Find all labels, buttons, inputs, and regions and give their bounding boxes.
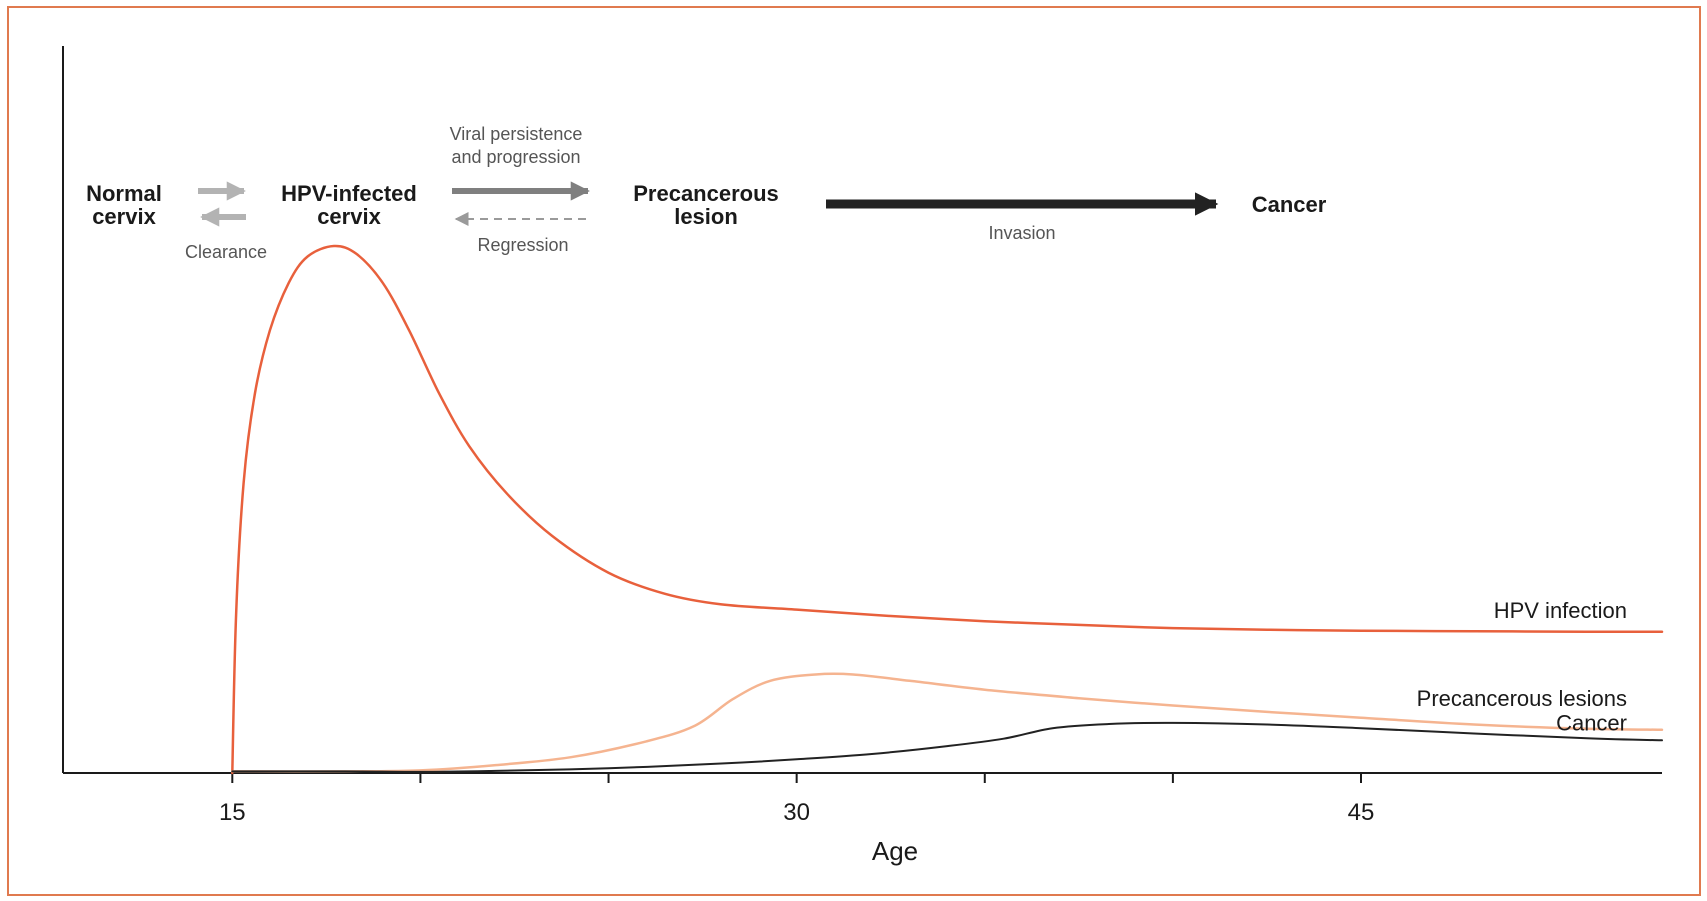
hpv-infection-line (231, 244, 1664, 775)
series-lines (231, 244, 1664, 775)
x-tick-label-30: 30 (783, 799, 810, 826)
stage-label-3-0: Cancer (1252, 192, 1327, 217)
stage-label-2-1: lesion (674, 204, 738, 229)
figure-frame (7, 6, 1701, 896)
transition-label-0-0: Clearance (185, 242, 267, 262)
stage-label-2-0: Precancerous (633, 181, 779, 206)
x-ticks: 15 30 45 (219, 773, 1374, 826)
cancer-label: Cancer (1556, 710, 1627, 735)
x-tick-label-45: 45 (1348, 799, 1375, 826)
progression-labels: NormalcervixHPV-infectedcervixPrecancero… (86, 124, 1327, 262)
progression-diagram (198, 181, 1219, 227)
transition-label-2-0: Regression (477, 235, 568, 255)
precancerous-lesions-line (231, 672, 1664, 773)
transition-label-3-0: Invasion (988, 223, 1055, 243)
axes (62, 46, 1662, 774)
precancerous-lesions-label: Precancerous lesions (1417, 686, 1627, 711)
stage-label-1-1: cervix (317, 204, 381, 229)
stage-label-0-0: Normal (86, 181, 162, 206)
stage-label-1-0: HPV-infected (281, 181, 417, 206)
x-tick-label-15: 15 (219, 799, 246, 826)
transition-label-1-1: and progression (451, 147, 580, 167)
stage-label-0-1: cervix (92, 204, 156, 229)
hpv-infection-label: HPV infection (1494, 598, 1627, 623)
transition-label-1-0: Viral persistence (450, 124, 583, 144)
x-axis-title: Age (872, 836, 918, 866)
cancer-line (231, 721, 1663, 773)
